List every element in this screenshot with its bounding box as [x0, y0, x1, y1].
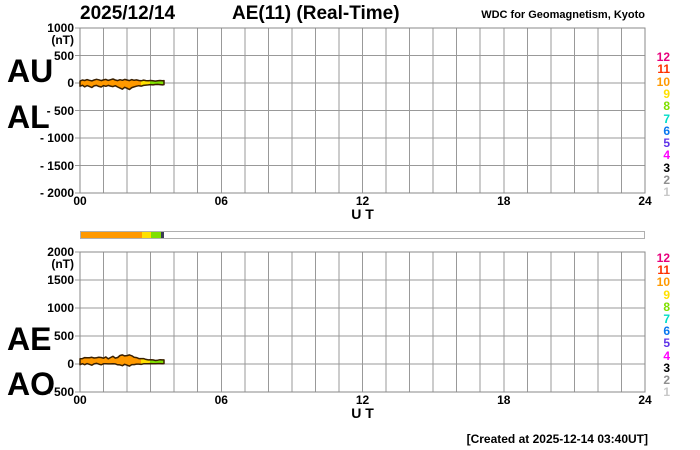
station-count-legend-item: 5 — [663, 336, 670, 351]
station-count-legend-item: 1 — [663, 385, 670, 400]
station-count-legend-item: 9 — [663, 287, 670, 302]
y-tick-label: - 2000 — [39, 186, 74, 200]
grid — [75, 251, 646, 393]
chart-au-al — [75, 27, 646, 194]
current-time-marker — [161, 232, 165, 238]
station-count-legend-item: 12 — [656, 50, 670, 64]
band-au-al — [79, 78, 165, 91]
y-tick-label: 500 — [53, 48, 74, 63]
station-count-legend-item: 4 — [663, 348, 670, 363]
station-count-legend-item: 3 — [663, 360, 670, 375]
x-tick-label: 24 — [638, 194, 652, 208]
unit-label: (nT) — [51, 257, 74, 271]
station-count-legend-item: 10 — [656, 74, 670, 89]
y-tick-label: 1000 — [47, 301, 74, 315]
label-ao: AO — [7, 366, 55, 402]
station-status-bar — [80, 231, 645, 239]
x-tick-label: 12 — [355, 393, 370, 407]
station-count-legend-item: 7 — [663, 111, 670, 126]
station-count-legend-item: 11 — [657, 62, 670, 77]
station-count-legend-item: 9 — [663, 86, 670, 101]
station-count-legend-item: 1 — [663, 185, 670, 200]
label-al: AL — [7, 99, 50, 135]
status-segment — [141, 232, 151, 238]
plot-date: 2025/12/14 — [80, 3, 176, 24]
label-au: AU — [7, 53, 54, 89]
station-count-legend-item: 4 — [663, 148, 670, 163]
x-tick-label: 24 — [638, 393, 652, 407]
grid — [75, 27, 646, 194]
x-tick-label: 00 — [73, 393, 87, 407]
station-count-legend-item: 12 — [656, 251, 670, 265]
station-count-legend-item: 8 — [663, 299, 670, 314]
y-tick-label: 0 — [67, 76, 74, 90]
y-tick-label: - 1500 — [39, 158, 74, 173]
x-tick-label: 18 — [497, 393, 511, 407]
y-tick-label: - 500 — [46, 103, 74, 118]
status-segment — [150, 232, 162, 238]
label-ae: AE — [7, 321, 52, 357]
created-timestamp: [Created at 2025-12-14 03:40UT] — [466, 432, 648, 446]
station-count-legend-item: 8 — [663, 99, 670, 114]
y-tick-label: - 1000 — [39, 131, 74, 145]
station-count-legend-item: 6 — [663, 123, 670, 138]
band-ae-ao — [79, 354, 165, 367]
status-segment — [81, 232, 142, 238]
station-count-legend-item: 6 — [663, 324, 670, 339]
y-tick-label: 1500 — [47, 273, 74, 287]
y-tick-label: - 500 — [46, 385, 74, 399]
plot-svg-AU-AL — [75, 27, 646, 194]
station-count-legend-item: 2 — [663, 373, 670, 387]
station-count-legend-item: 10 — [656, 275, 670, 290]
station-count-legend-item: 11 — [657, 263, 670, 278]
unit-label: (nT) — [51, 33, 74, 47]
x-tick-label: 18 — [497, 194, 511, 208]
y-tick-label: 1000 — [47, 21, 74, 35]
station-count-legend-item: 3 — [663, 160, 670, 175]
x-tick-label: 12 — [355, 194, 370, 208]
station-count-legend-item: 7 — [663, 312, 670, 326]
station-count-legend-item: 2 — [663, 173, 670, 187]
chart-ae-ao — [75, 251, 646, 393]
x-tick-label: 06 — [214, 194, 228, 208]
y-tick-label: 500 — [53, 329, 74, 343]
ut-axis-label: U T — [351, 405, 374, 421]
station-count-legend-item: 5 — [663, 136, 670, 151]
x-tick-label: 06 — [214, 393, 228, 407]
y-tick-label: 2000 — [47, 245, 74, 259]
x-tick-label: 00 — [73, 194, 87, 208]
plot-title: AE(11) (Real-Time) — [232, 3, 400, 24]
wdc-credit: WDC for Geomagnetism, Kyoto — [481, 9, 645, 21]
y-tick-label: 0 — [67, 357, 74, 371]
plot-svg-AE-AO — [75, 251, 646, 393]
ut-axis-label: U T — [351, 206, 374, 222]
